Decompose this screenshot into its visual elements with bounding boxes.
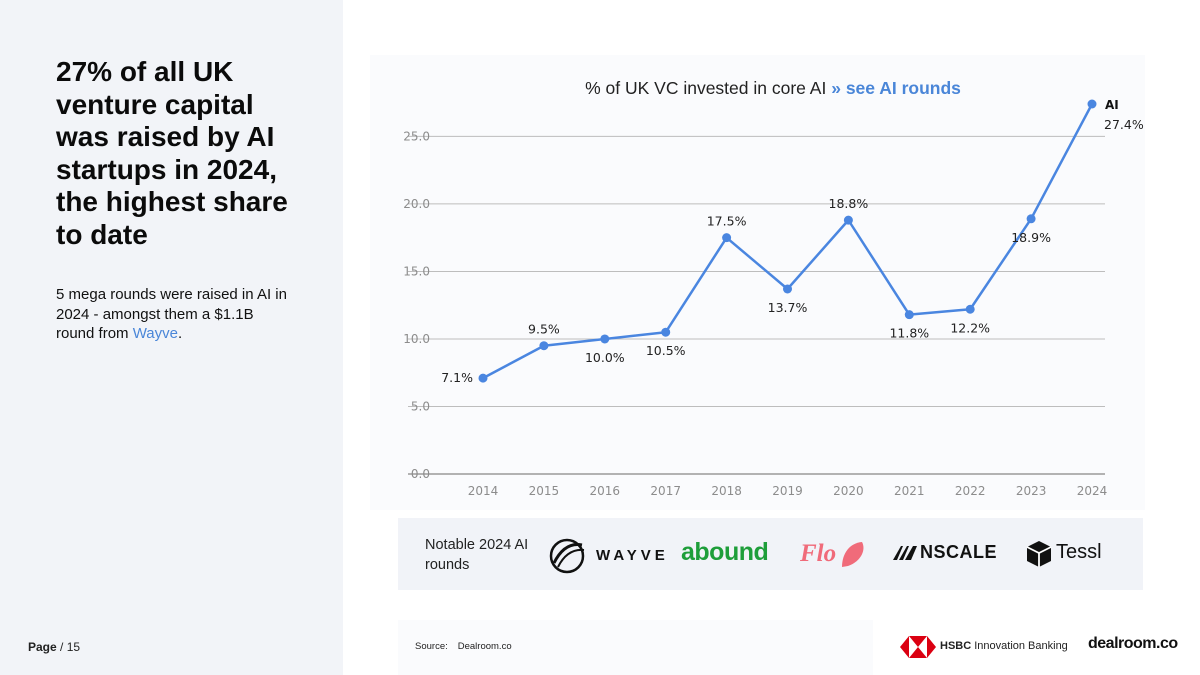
hsbc-logo: HSBC Innovation Banking — [900, 636, 1068, 663]
data-point — [1087, 99, 1097, 109]
data-point — [783, 284, 792, 294]
x-tick-label: 2015 — [529, 484, 560, 498]
footer-panel — [398, 620, 873, 675]
x-tick-label: 2018 — [711, 484, 742, 498]
hsbc-hexagon-icon — [900, 636, 936, 658]
tessl-logo: Tessl — [1026, 540, 1102, 573]
tessl-wordmark: Tessl — [1056, 541, 1102, 563]
data-label: 11.8% — [889, 326, 929, 341]
page-label: Page — [28, 640, 57, 654]
left-panel — [0, 0, 343, 675]
nscale-wordmark: NSCALE — [920, 542, 998, 562]
data-label: 9.5% — [528, 322, 560, 337]
y-tick-label: 25.0 — [403, 129, 430, 143]
data-label: 10.0% — [585, 350, 625, 365]
subtext-end: . — [178, 325, 183, 342]
wayve-logo: WAYVE — [548, 537, 665, 580]
y-tick-label: 0.0 — [411, 467, 430, 481]
y-tick-label: 10.0 — [403, 332, 430, 346]
data-point — [843, 215, 853, 225]
flo-feather-icon — [842, 542, 864, 567]
y-tick-label: 20.0 — [403, 197, 430, 211]
y-tick-label: 15.0 — [403, 264, 430, 278]
page-number: Page / 15 — [28, 640, 80, 654]
tessl-cube-icon — [1026, 541, 1052, 567]
y-tick-labels: 0.0 5.0 10.0 15.0 20.0 25.0 — [403, 129, 430, 481]
notable-rounds-label: Notable 2024 AI rounds — [425, 537, 529, 573]
data-point — [600, 334, 610, 344]
data-point — [1026, 214, 1036, 224]
abound-logo: abound — [681, 538, 769, 566]
wayve-link[interactable]: Wayve — [132, 325, 178, 342]
notable-rounds-panel — [398, 518, 1143, 590]
source-label: Source: — [415, 641, 448, 652]
data-label: 10.5% — [646, 343, 686, 358]
x-tick-label: 2023 — [1016, 484, 1047, 498]
data-point — [661, 327, 671, 337]
subtext-body: 5 mega rounds were raised in AI in 2024 … — [56, 286, 287, 342]
subtext: 5 mega rounds were raised in AI in 2024 … — [56, 285, 296, 344]
x-tick-labels: 2014 2015 2016 2017 2018 2019 2020 2021 2022 2023… — [468, 484, 1108, 498]
x-tick-label: 2022 — [955, 484, 986, 498]
headline: 27% of all UK venture capital was raised… — [56, 56, 288, 250]
x-tick-label: 2017 — [650, 484, 681, 498]
data-labels: 7.1% 9.5% 10.0% 10.5% 17.5% 13.7% 18.8% 11.8% 12… — [441, 98, 1144, 385]
data-label: 27.4% — [1104, 117, 1144, 132]
series-name-label: AI — [1105, 98, 1119, 112]
series-line-ai — [482, 103, 1094, 380]
data-points — [478, 99, 1097, 383]
source-note: Source: Dealroom.co — [415, 641, 512, 652]
data-label: 18.9% — [1011, 230, 1051, 245]
data-point — [904, 310, 914, 320]
chart-title-row: % of UK VC invested in core AI » see AI … — [370, 78, 1176, 99]
data-label: 7.1% — [441, 370, 473, 385]
nscale-logo: NSCALE — [893, 542, 997, 567]
y-tick-label: 5.0 — [411, 399, 430, 413]
data-point — [478, 373, 488, 383]
source-value: Dealroom.co — [457, 641, 512, 652]
nscale-mark-icon — [893, 546, 917, 560]
data-point — [965, 304, 975, 314]
data-label: 12.2% — [950, 320, 990, 335]
chart-area — [370, 55, 1145, 510]
x-tick-label: 2024 — [1077, 484, 1108, 498]
dealroom-logo: dealroom.co — [1088, 635, 1178, 652]
x-tick-label: 2016 — [590, 484, 621, 498]
data-label: 18.8% — [829, 196, 869, 211]
flo-wordmark: Flo — [800, 540, 837, 567]
series-line — [482, 103, 1094, 380]
x-tick-label: 2020 — [833, 484, 864, 498]
data-point — [722, 233, 732, 243]
hsbc-rest: Innovation Banking — [974, 640, 1068, 652]
x-tick-label: 2021 — [894, 484, 925, 498]
data-point — [539, 341, 549, 351]
gridlines — [408, 135, 1105, 475]
x-tick-label: 2014 — [468, 484, 499, 498]
data-label: 17.5% — [707, 214, 747, 229]
wayve-mark-icon — [549, 538, 585, 574]
wayve-wordmark: WAYVE — [596, 547, 669, 564]
chart-title: % of UK VC invested in core AI — [585, 78, 827, 98]
see-ai-rounds-link[interactable]: » see AI rounds — [831, 78, 961, 98]
x-tick-label: 2019 — [772, 484, 803, 498]
data-label: 13.7% — [768, 300, 808, 315]
hsbc-bold: HSBC — [940, 640, 972, 652]
page-total: / 15 — [60, 640, 81, 654]
hsbc-wordmark: HSBC Innovation Banking — [940, 640, 1068, 652]
